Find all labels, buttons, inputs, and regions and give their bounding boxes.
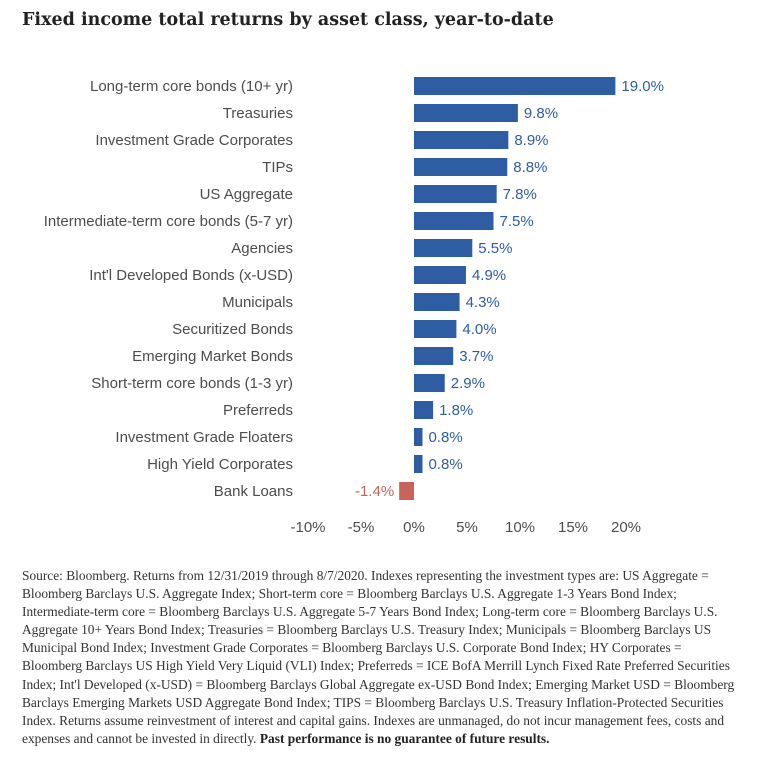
bar (414, 131, 509, 149)
category-label: US Aggregate (200, 186, 293, 203)
category-label: Investment Grade Floaters (115, 429, 293, 446)
x-tick-label: 20% (611, 519, 641, 536)
data-label: 3.7% (459, 348, 493, 365)
data-label: 2.9% (451, 375, 485, 392)
category-label: Preferreds (223, 402, 293, 419)
bar (414, 158, 508, 176)
chart-title: Fixed income total returns by asset clas… (22, 10, 554, 30)
category-label: Bank Loans (214, 483, 293, 500)
category-label: Investment Grade Corporates (95, 132, 293, 149)
bar (414, 347, 454, 365)
category-label: Emerging Market Bonds (132, 348, 293, 365)
bar (414, 320, 457, 338)
bar (414, 428, 423, 446)
data-label: 19.0% (621, 78, 664, 95)
data-label: 7.5% (500, 213, 534, 230)
data-label: 7.8% (503, 186, 537, 203)
category-label: High Yield Corporates (147, 456, 293, 473)
data-label: 0.8% (428, 429, 462, 446)
x-tick-label: -10% (290, 519, 325, 536)
category-label: Int'l Developed Bonds (x-USD) (89, 267, 293, 284)
data-label: 9.8% (524, 105, 558, 122)
bar (414, 212, 494, 230)
bar (414, 401, 434, 419)
data-label: 0.8% (428, 456, 462, 473)
bar (414, 293, 460, 311)
category-label: Short-term core bonds (1-3 yr) (91, 375, 293, 392)
bar (414, 455, 423, 473)
bar (399, 482, 414, 500)
source-footnote: Source: Bloomberg. Returns from 12/31/20… (22, 567, 737, 748)
x-tick-label: 15% (558, 519, 588, 536)
bar (414, 77, 616, 95)
bar (414, 104, 518, 122)
bar (414, 185, 497, 203)
data-label: 8.8% (513, 159, 547, 176)
x-tick-label: -5% (348, 519, 375, 536)
x-tick-label: 10% (505, 519, 535, 536)
x-tick-label: 0% (403, 519, 425, 536)
data-label: 1.8% (439, 402, 473, 419)
bar (414, 374, 445, 392)
category-label: Securitized Bonds (172, 321, 293, 338)
bar (414, 239, 473, 257)
category-label: Municipals (222, 294, 293, 311)
data-label: 4.9% (472, 267, 506, 284)
data-label: -1.4% (355, 483, 394, 500)
category-label: TIPs (262, 159, 293, 176)
data-label: 4.0% (462, 321, 496, 338)
category-label: Long-term core bonds (10+ yr) (90, 78, 293, 95)
category-label: Agencies (231, 240, 293, 257)
footnote-disclaimer: Past performance is no guarantee of futu… (259, 730, 550, 746)
footnote-text: Source: Bloomberg. Returns from 12/31/20… (22, 568, 735, 746)
bar-chart: Long-term core bonds (10+ yr) 19.0% Treasu… (44, 77, 664, 536)
data-label: 8.9% (514, 132, 548, 149)
category-label: Intermediate-term core bonds (5-7 yr) (44, 213, 293, 230)
data-label: 5.5% (478, 240, 512, 257)
bar (414, 266, 466, 284)
x-tick-label: 5% (456, 519, 478, 536)
data-label: 4.3% (466, 294, 500, 311)
category-label: Treasuries (223, 105, 293, 122)
